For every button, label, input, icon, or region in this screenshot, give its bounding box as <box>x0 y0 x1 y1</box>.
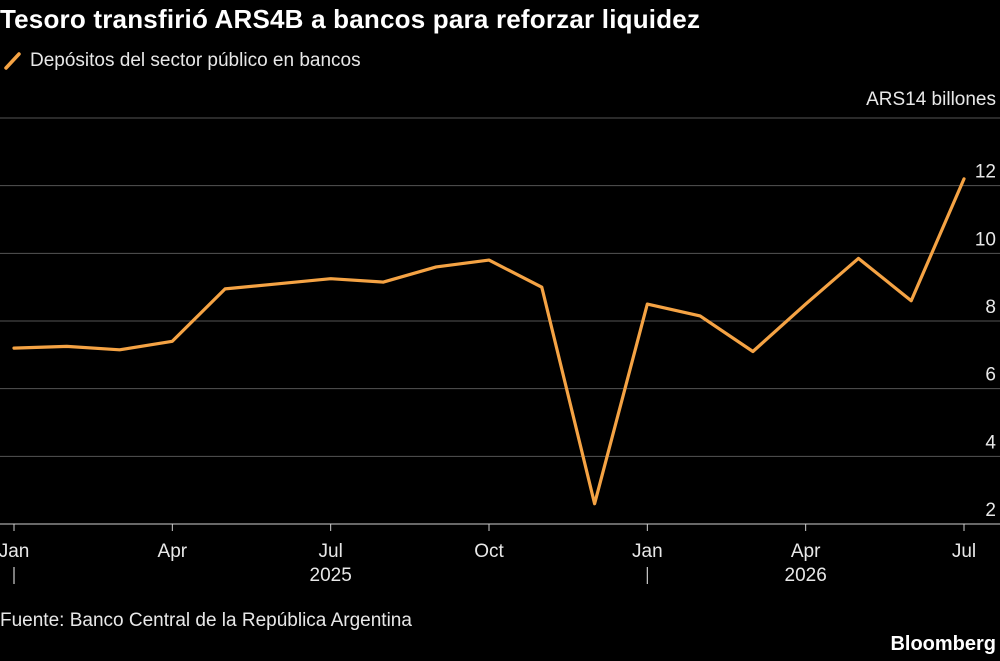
year-label: 2026 <box>785 565 827 586</box>
y-tick-label: 8 <box>985 297 996 318</box>
x-tick-label: Jan <box>0 541 29 562</box>
bloomberg-logo: Bloomberg <box>890 633 996 655</box>
legend-line-icon <box>4 52 21 70</box>
source-note: Fuente: Banco Central de la República Ar… <box>0 610 412 631</box>
year-label: 2025 <box>310 565 352 586</box>
legend-label: Depósitos del sector público en bancos <box>30 50 361 71</box>
y-tick-label: 4 <box>985 432 996 453</box>
gridlines <box>0 117 1000 457</box>
y-tick-label: 2 <box>985 500 996 521</box>
x-axis <box>0 523 1000 584</box>
y-tick-label: 10 <box>975 229 996 250</box>
x-tick-label: Apr <box>158 541 188 562</box>
x-tick-label: Jul <box>319 541 343 562</box>
series-layer <box>12 177 966 506</box>
tick-labels: 2 4 6 8 10 12 Jan Apr Jul Oct Jan Apr Jul 2025 2026 <box>0 162 996 586</box>
x-tick-label: Jul <box>952 541 976 562</box>
series-line <box>12 177 966 506</box>
y-axis-unit-label: ARS14 billones <box>866 89 996 110</box>
chart-title: Tesoro transfirió ARS4B a bancos para re… <box>0 4 701 34</box>
legend: Depósitos del sector público en bancos <box>2 50 361 72</box>
x-tick-label: Oct <box>474 541 504 562</box>
x-tick-label: Apr <box>791 541 821 562</box>
y-tick-label: 12 <box>975 162 996 183</box>
x-tick-label: Jan <box>632 541 663 562</box>
y-tick-label: 6 <box>985 365 996 386</box>
